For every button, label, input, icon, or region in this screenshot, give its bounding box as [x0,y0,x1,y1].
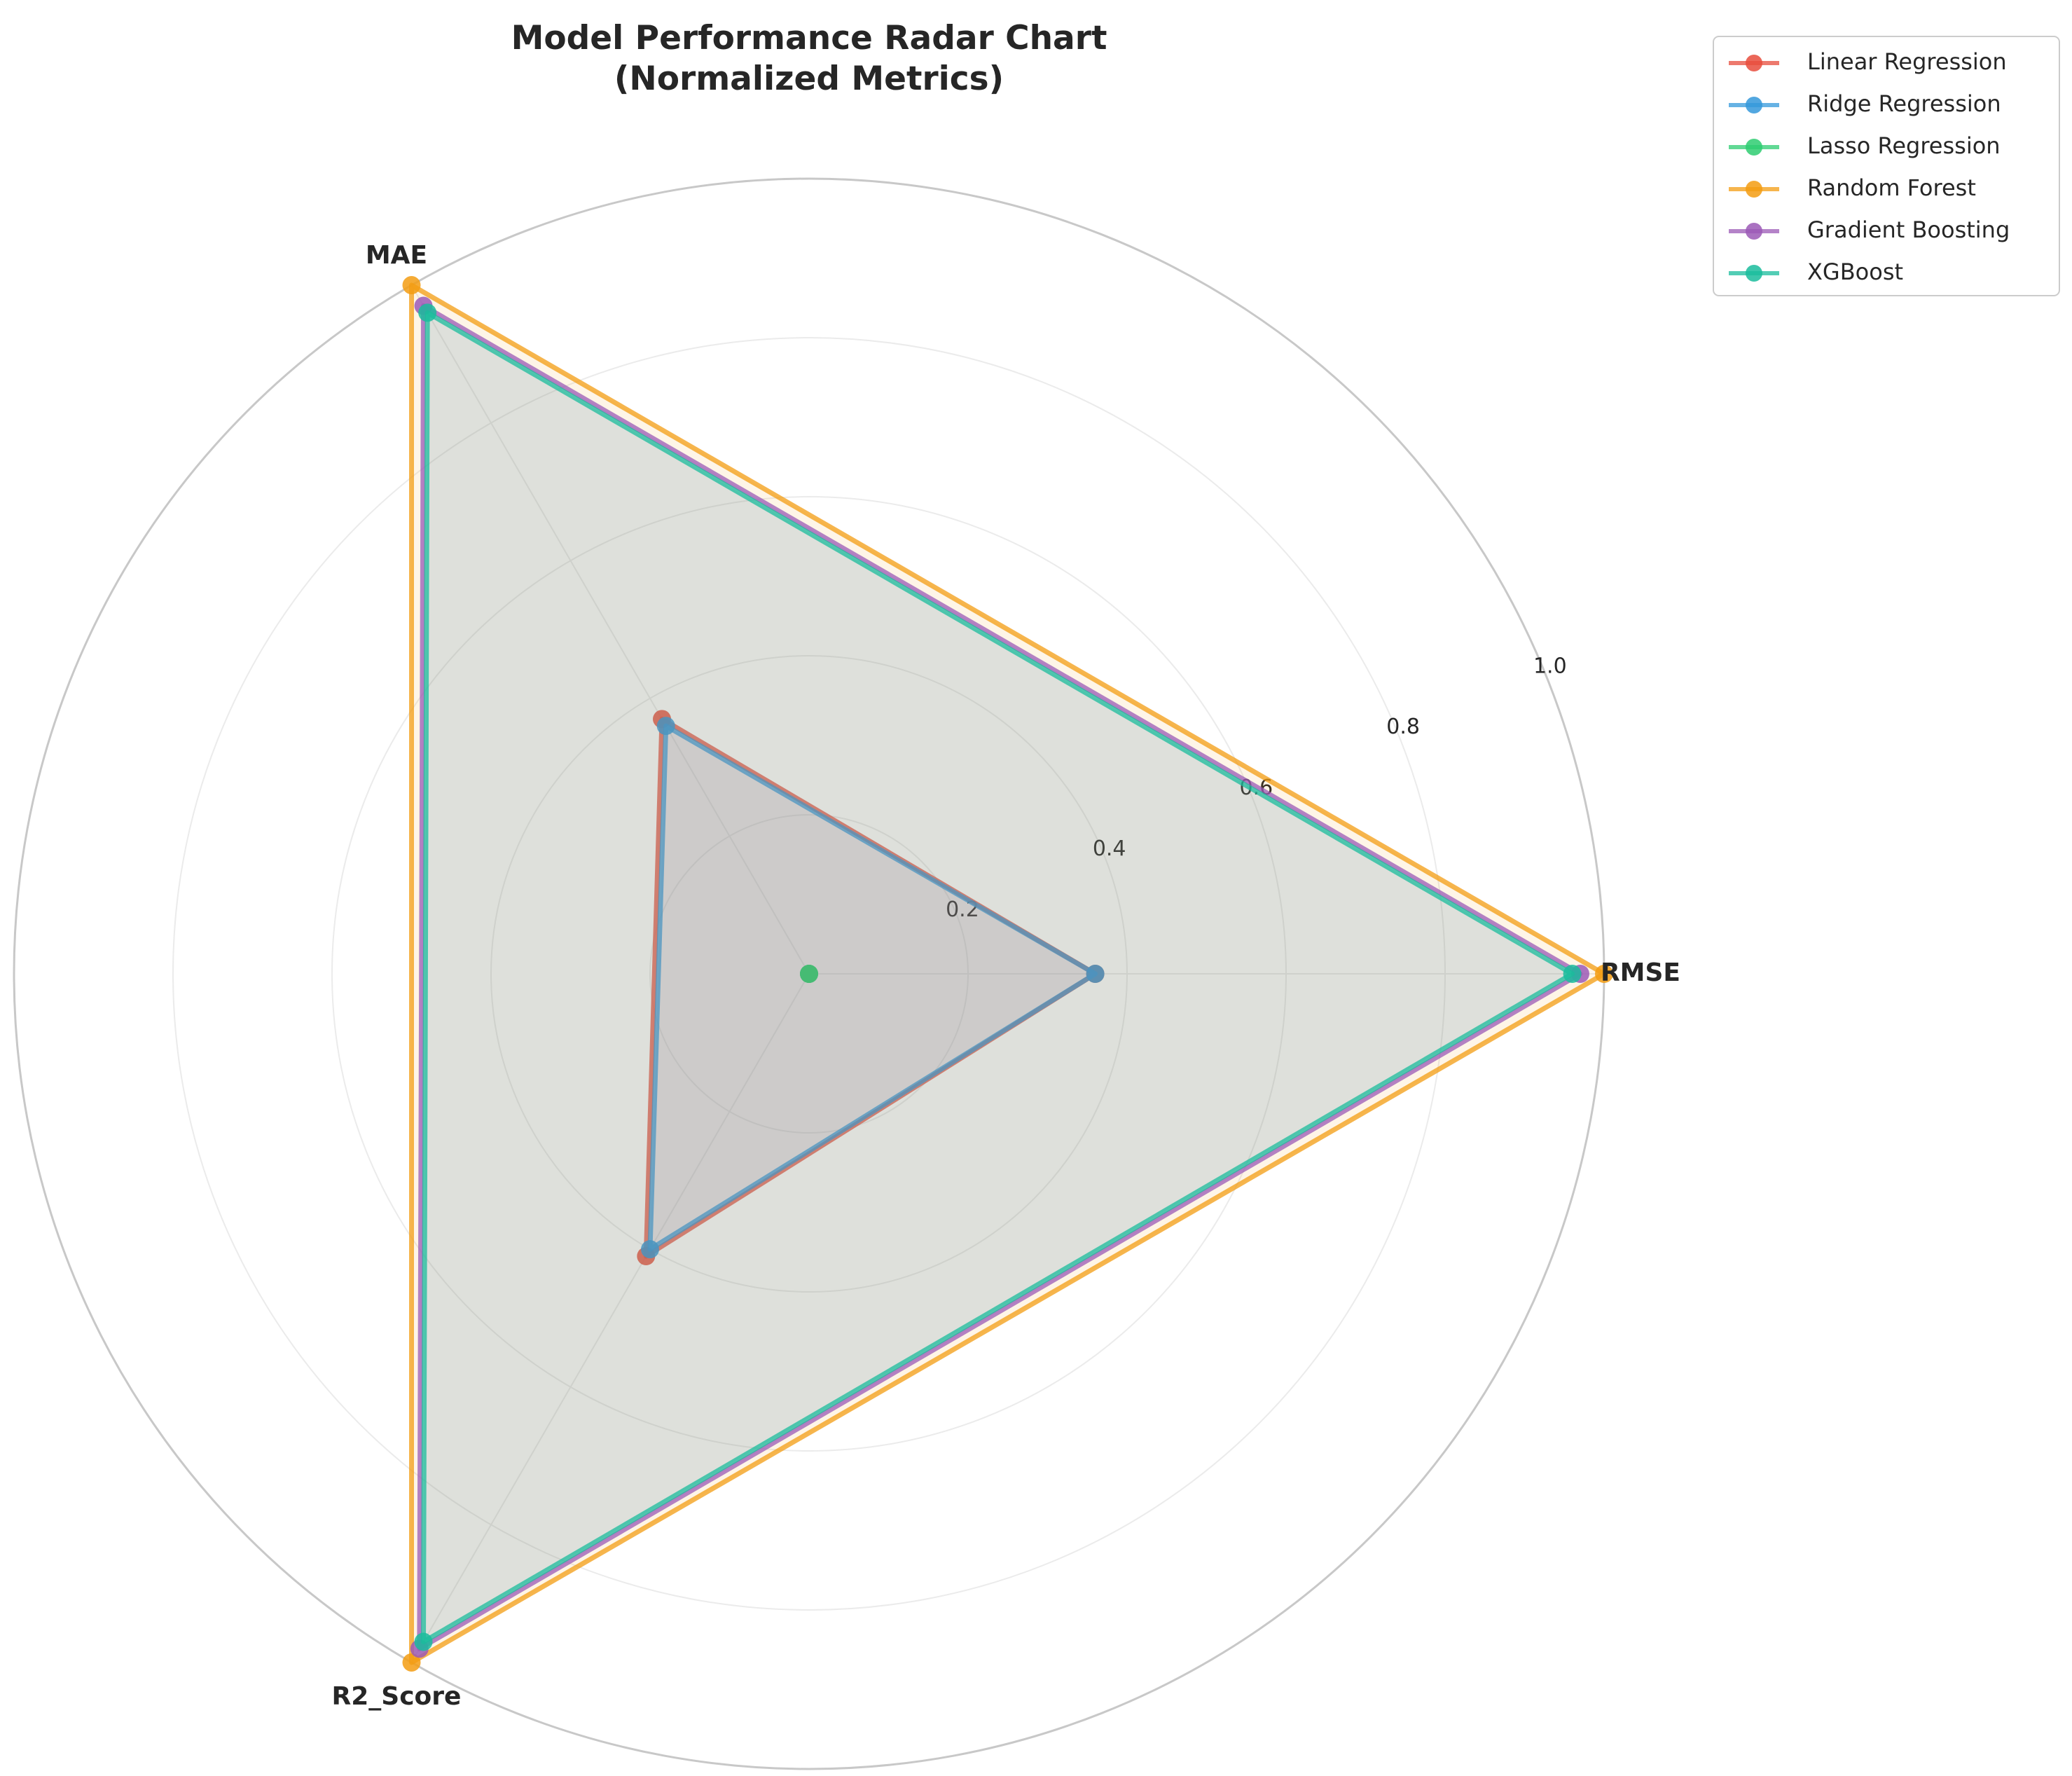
series-marker-R2_Score [402,1653,421,1672]
chart-title-line-2: (Normalized Metrics) [614,60,1004,98]
legend: Linear Regression Ridge Regression Lasso R… [1713,36,2060,296]
chart-title-line-1: Model Performance Radar Chart [511,19,1107,57]
series-marker-RMSE [1086,965,1105,983]
series-random-forest [402,276,1613,1672]
series-ridge-regression [641,717,1105,1259]
series-polygon [417,303,1583,1651]
spoke-MAE [410,284,810,975]
legend-label: Ridge Regression [1807,90,2001,117]
series-marker-MAE [418,303,437,322]
legend-label: Gradient Boosting [1807,216,2010,243]
axis-labels: RMSE MAE R2_Score [332,241,1681,1711]
radar-series [402,276,1613,1672]
series-lasso-regression [800,965,818,983]
series-polygon [647,723,1098,1252]
axis-label-MAE: MAE [366,241,427,270]
series-marker-R2_Score [414,1632,433,1651]
legend-entry-linear-regression: Linear Regression [1729,48,2007,75]
tick-label-0.4: 0.4 [1093,837,1126,861]
legend-label: Random Forest [1807,174,1976,201]
tick-label-0.8: 0.8 [1386,715,1420,739]
legend-marker [1746,223,1762,240]
series-polygon [409,282,1607,1665]
legend-marker [1746,139,1762,156]
legend-entry-xgboost: XGBoost [1729,259,1903,285]
legend-marker [1746,97,1762,113]
legend-entry-ridge-regression: Ridge Regression [1729,90,2001,117]
axis-label-R2_Score: R2_Score [332,1682,462,1711]
series-marker-R2_Score [800,965,818,983]
axis-label-RMSE: RMSE [1601,958,1680,987]
legend-label: Lasso Regression [1807,132,2001,159]
legend-entry-gradient-boosting: Gradient Boosting [1729,216,2010,243]
legend-entry-lasso-regression: Lasso Regression [1729,132,2001,159]
legend-marker [1746,265,1762,282]
series-marker-RMSE [1563,965,1582,983]
legend-label: XGBoost [1807,259,1903,285]
legend-label: Linear Regression [1807,48,2007,75]
series-marker-MAE [656,717,675,736]
legend-frame [1713,36,2060,296]
spoke-R2_Score [410,973,810,1663]
series-marker-R2_Score [641,1240,659,1259]
chart-title: Model Performance Radar Chart(Normalized… [511,19,1107,98]
radial-tick-labels: 0.20.40.60.81.0 [946,654,1567,921]
series-polygon [421,310,1575,1644]
series-xgboost [414,303,1582,1651]
legend-entry-random-forest: Random Forest [1729,174,1976,201]
series-marker-RMSE [1595,965,1613,983]
legend-marker [1746,181,1762,198]
legend-marker [1746,55,1762,71]
tick-label-1.0: 1.0 [1533,654,1567,678]
series-marker-MAE [402,276,421,295]
